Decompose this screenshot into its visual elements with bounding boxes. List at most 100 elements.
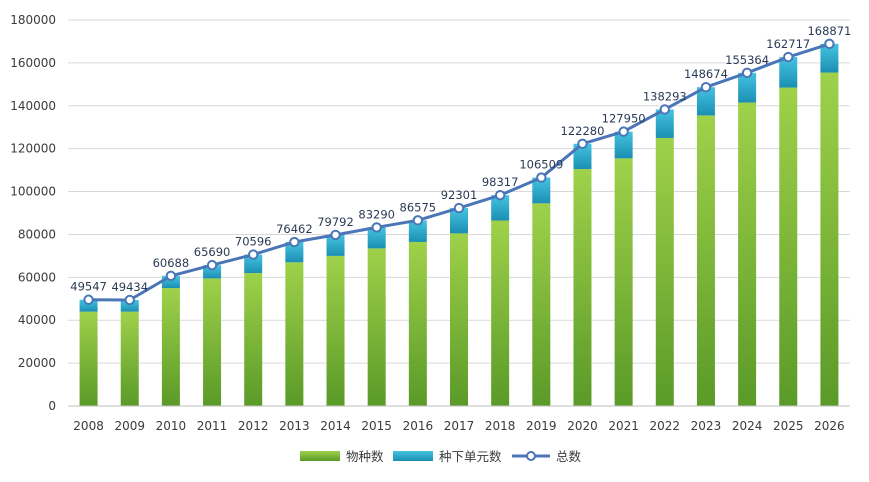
bar-infraspecific <box>120 299 139 312</box>
total-data-label: 106509 <box>519 158 563 172</box>
total-data-label: 122280 <box>561 124 605 138</box>
bar-species <box>614 158 633 406</box>
bar-infraspecific <box>326 234 345 256</box>
bar-infraspecific <box>203 265 222 279</box>
bar-infraspecific <box>820 43 839 73</box>
bar-species <box>779 87 798 407</box>
y-tick-label: 180000 <box>10 13 56 27</box>
legend-label-infraspecific: 种下单元数 <box>439 449 502 464</box>
x-tick-label: 2025 <box>773 419 804 433</box>
bar-species <box>203 278 222 406</box>
total-point <box>289 236 300 248</box>
bar-infraspecific <box>532 177 551 204</box>
bar-species <box>161 288 180 406</box>
total-point <box>371 222 382 233</box>
total-data-label: 168871 <box>807 24 851 38</box>
total-data-label: 49434 <box>111 280 148 294</box>
total-data-label: 60688 <box>153 256 190 270</box>
x-tick-label: 2014 <box>320 419 351 433</box>
total-data-label: 148674 <box>684 67 728 81</box>
bar-infraspecific <box>614 131 633 159</box>
total-point <box>412 215 424 226</box>
x-tick-label: 2015 <box>361 419 392 433</box>
bar-infraspecific <box>738 72 757 103</box>
total-data-label: 162717 <box>766 37 810 51</box>
total-point <box>824 38 835 50</box>
x-tick-label: 2026 <box>814 419 845 433</box>
bars <box>79 43 839 407</box>
total-data-label: 70596 <box>235 235 272 249</box>
x-tick-label: 2009 <box>114 419 145 433</box>
bar-species <box>820 72 839 407</box>
legend: 物种数 种下单元数 总数 <box>300 449 582 464</box>
data-labels: 49547 49434 60688 65690 70596 76462 79792 83290… <box>70 24 851 294</box>
grid <box>68 19 850 364</box>
bar-species <box>532 203 551 406</box>
x-tick-label: 2019 <box>526 419 557 433</box>
total-point <box>453 202 465 214</box>
total-point <box>700 81 712 93</box>
legend-label-total: 总数 <box>556 449 582 464</box>
total-data-label: 49547 <box>70 280 107 294</box>
bar-infraspecific <box>491 195 510 221</box>
total-data-label: 92301 <box>441 188 478 202</box>
y-tick-label: 40000 <box>18 313 56 327</box>
bar-species <box>738 102 757 407</box>
total-point <box>783 51 794 63</box>
legend-swatch-species <box>300 451 340 461</box>
bar-species <box>408 241 427 406</box>
total-point <box>618 126 629 137</box>
bar-infraspecific <box>696 87 715 116</box>
bar-infraspecific <box>367 227 386 249</box>
bar-species <box>655 137 674 406</box>
total-data-label: 79792 <box>317 215 354 229</box>
y-tick-label: 100000 <box>10 185 56 199</box>
x-tick-label: 2010 <box>156 419 187 433</box>
x-tick-label: 2011 <box>197 419 228 433</box>
y-tick-label: 160000 <box>10 56 56 70</box>
bar-infraspecific <box>450 208 468 234</box>
x-tick-label: 2016 <box>403 419 434 433</box>
total-data-label: 65690 <box>194 245 231 259</box>
y-tick-label: 20000 <box>18 356 56 370</box>
y-tick-label: 140000 <box>10 99 56 113</box>
total-point <box>577 138 588 149</box>
total-data-label: 83290 <box>358 207 395 221</box>
x-tick-label: 2008 <box>73 419 104 433</box>
bar-infraspecific <box>79 299 98 312</box>
total-point <box>330 229 341 241</box>
total-point <box>206 259 218 271</box>
x-tick-label: 2017 <box>444 419 475 433</box>
x-tick-label: 2024 <box>732 419 763 433</box>
total-point <box>124 294 135 306</box>
bar-species <box>120 311 139 406</box>
x-tick-label: 2022 <box>650 419 681 433</box>
x-tick-label: 2023 <box>691 419 722 433</box>
legend-item-species: 物种数 <box>300 449 384 464</box>
bar-species <box>367 248 386 406</box>
legend-item-total: 总数 <box>512 449 582 464</box>
bar-species <box>285 262 304 406</box>
bar-infraspecific <box>779 57 798 88</box>
bar-species <box>696 115 715 406</box>
total-point <box>248 249 259 260</box>
total-data-label: 127950 <box>602 112 646 126</box>
total-data-label: 86575 <box>400 200 437 214</box>
bar-species <box>326 255 345 406</box>
total-point <box>659 104 670 115</box>
x-tick-label: 2020 <box>567 419 598 433</box>
legend-label-species: 物种数 <box>346 449 384 464</box>
bar-infraspecific <box>244 254 263 274</box>
bar-species <box>450 233 468 406</box>
axes: 0 20000 40000 60000 80000 100000 120000 140000 1… <box>10 13 850 433</box>
total-data-label: 138293 <box>643 89 687 103</box>
x-tick-label: 2021 <box>608 419 639 433</box>
x-tick-label: 2018 <box>485 419 516 433</box>
y-tick-label: 0 <box>48 399 56 413</box>
y-tick-label: 120000 <box>10 142 56 156</box>
bar-species <box>79 311 98 406</box>
total-point <box>165 270 177 282</box>
x-tick-label: 2013 <box>279 419 310 433</box>
total-data-label: 76462 <box>276 222 313 236</box>
